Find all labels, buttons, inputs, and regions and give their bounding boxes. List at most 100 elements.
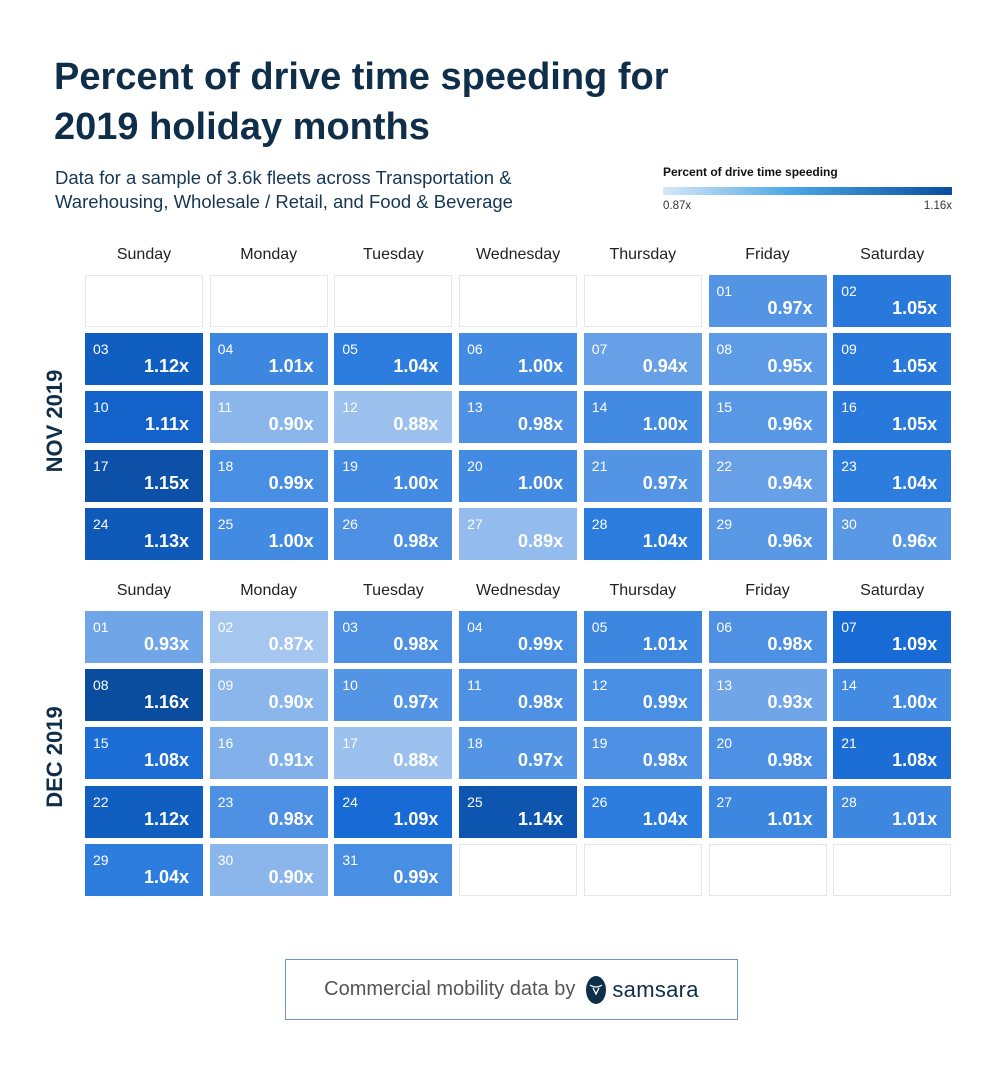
day-value: 1.05x [892,414,938,435]
day-number: 26 [342,515,358,532]
empty-cell [583,275,702,327]
day-number: 04 [467,619,483,635]
day-cell: 08 0.95x [708,333,827,386]
day-number: 24 [93,515,109,532]
day-value: 1.00x [518,356,564,377]
day-value: 0.94x [642,356,688,377]
day-number: 18 [217,457,234,474]
day-number: 29 [93,851,109,868]
color-legend: Percent of drive time speeding 0.87x 1.1… [663,165,952,212]
day-number: 01 [716,283,733,299]
day-number: 03 [342,619,358,635]
day-number: 15 [716,399,733,416]
day-cell: 21 1.08x [833,727,952,780]
day-number: 22 [93,793,109,810]
day-number: 10 [342,677,358,694]
day-number: 26 [591,793,608,810]
day-number: 25 [217,515,234,532]
day-number: 16 [841,399,857,416]
day-cell: 03 0.98x [334,611,453,663]
day-number: 02 [841,283,857,299]
day-value: 0.98x [642,750,688,771]
footer-credit: Commercial mobility data by samsara [285,959,738,1020]
logo-text: samsara [612,976,699,1002]
day-number: 21 [591,457,608,474]
day-value: 0.96x [767,530,813,551]
empty-cell [833,843,952,896]
day-value: 0.98x [767,750,813,771]
day-number: 19 [342,457,358,474]
day-cell: 07 1.09x [833,611,952,663]
day-value: 1.04x [642,808,688,829]
footer-text: Commercial mobility data by [324,978,576,1000]
day-value: 1.00x [518,472,564,493]
weekday-header: Sunday [116,246,172,263]
day-cell: 16 0.91x [209,727,328,780]
day-number: 12 [591,677,608,694]
chart-subtitle: Data for a sample of 3.6k fleets across … [55,167,513,212]
day-cell: 10 1.11x [85,391,203,444]
day-number: 21 [841,735,857,752]
legend-title: Percent of drive time speeding [663,165,838,179]
day-value: 1.01x [642,634,688,654]
day-cell: 25 1.00x [209,507,328,560]
day-value: 0.97x [767,298,813,318]
day-cell: 01 0.97x [708,275,827,327]
day-cell: 06 1.00x [459,333,578,386]
day-cell: 26 0.98x [334,507,453,560]
day-value: 0.98x [767,634,813,654]
day-cell: 11 0.98x [459,669,578,722]
day-value: 0.88x [393,414,439,435]
samsara-logo: samsara [585,975,699,1005]
day-value: 0.90x [268,866,314,887]
day-value: 0.98x [518,414,564,435]
day-cell: 23 0.98x [209,785,328,838]
day-value: 1.04x [892,472,938,493]
day-cell: 10 0.97x [334,669,453,722]
empty-cell [334,275,453,327]
day-number: 14 [591,399,608,416]
day-number: 15 [93,735,109,752]
day-cell: 09 1.05x [833,333,952,386]
day-cell: 20 0.98x [708,727,827,780]
day-cell: 17 1.15x [85,449,203,502]
day-value: 0.96x [767,414,813,435]
day-cell: 28 1.01x [833,785,952,838]
day-cell: 11 0.90x [209,391,328,444]
day-cell: 16 1.05x [833,391,952,444]
day-cell: 28 1.04x [583,507,702,560]
day-cell: 02 0.87x [209,611,328,663]
day-number: 07 [841,619,857,635]
day-number: 23 [841,457,857,474]
day-cell: 04 1.01x [209,333,328,386]
day-value: 1.01x [767,808,813,829]
day-cell: 08 1.16x [85,669,203,722]
legend-gradient-bar [663,187,952,195]
weekday-header: Saturday [860,582,925,599]
day-number: 17 [342,735,358,752]
weekday-header: Wednesday [475,246,561,263]
day-cell: 05 1.01x [583,611,702,663]
day-cell: 03 1.12x [85,333,203,386]
day-cell: 05 1.04x [334,333,453,386]
day-value: 0.93x [767,692,813,713]
day-value: 1.00x [268,530,314,551]
day-number: 06 [467,341,483,358]
day-value: 1.12x [143,356,189,377]
weekday-header: Tuesday [363,582,424,599]
day-cell: 04 0.99x [459,611,578,663]
day-value: 1.14x [518,808,564,829]
day-cell: 09 0.90x [209,669,328,722]
empty-cell [583,843,702,896]
day-cell: 19 1.00x [334,449,453,502]
day-value: 1.05x [892,356,938,377]
day-number: 20 [716,735,733,752]
day-number: 02 [217,619,234,635]
day-value: 0.98x [393,634,439,654]
weekday-header: Saturday [860,246,925,263]
day-number: 20 [467,457,483,474]
day-number: 22 [716,457,733,474]
day-number: 05 [591,619,608,635]
weekday-header: Monday [240,246,298,263]
